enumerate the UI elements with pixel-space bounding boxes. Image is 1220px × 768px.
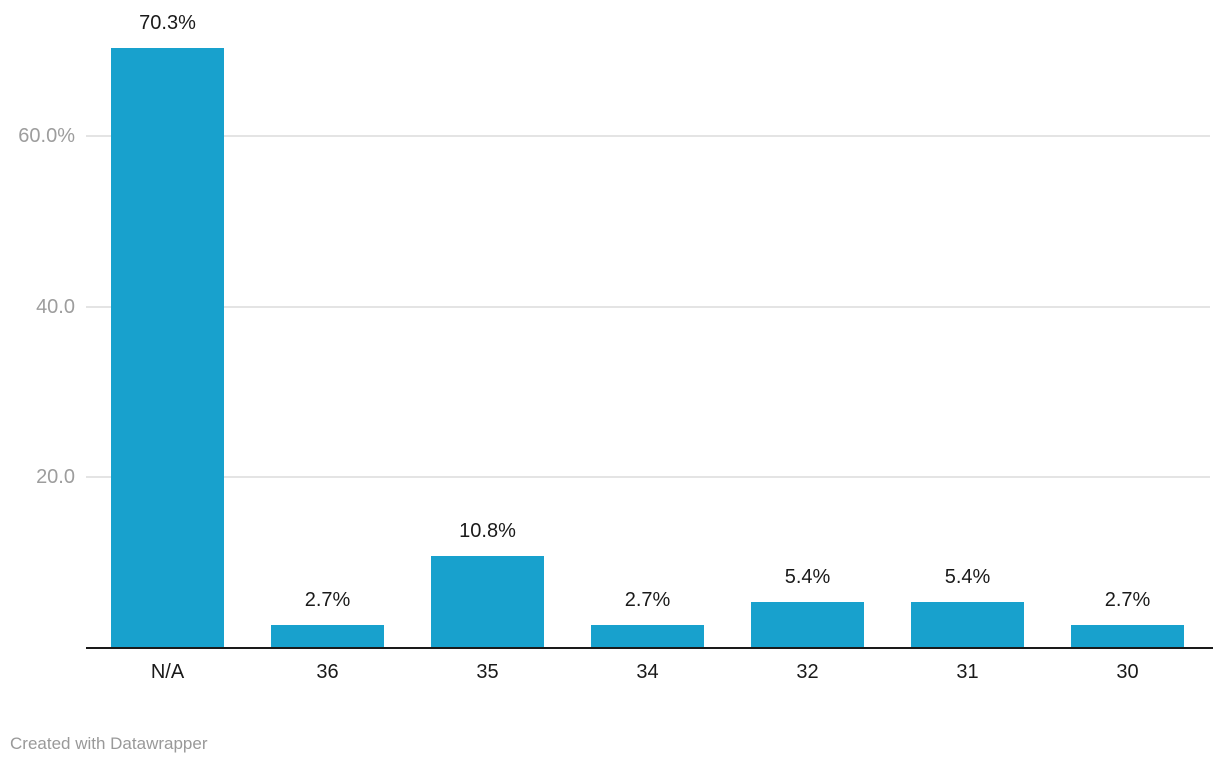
bar-32 <box>751 602 864 648</box>
bar-value-label: 2.7% <box>304 589 351 611</box>
x-tick-label: 32 <box>796 661 819 683</box>
bar-30 <box>1071 625 1184 648</box>
y-gridline <box>86 305 1210 308</box>
x-tick-label: 31 <box>956 661 979 683</box>
y-tick-label: 40.0 <box>36 295 75 318</box>
x-tick-label: 35 <box>476 661 499 683</box>
y-tick-label: 60.0% <box>18 124 75 147</box>
x-axis-baseline <box>86 647 1213 649</box>
bar-value-label: 5.4% <box>784 566 831 588</box>
x-tick-label: N/A <box>150 661 185 683</box>
y-gridline <box>86 476 1210 479</box>
bar-value-label: 5.4% <box>944 566 991 588</box>
y-gridline <box>86 134 1210 137</box>
x-tick-label: 36 <box>316 661 339 683</box>
bar-31 <box>911 602 1024 648</box>
datawrapper-credit-link[interactable]: Created with Datawrapper <box>10 734 208 753</box>
bar-34 <box>591 625 704 648</box>
x-tick-label: 30 <box>1116 661 1139 683</box>
bar-value-label: 2.7% <box>624 589 671 611</box>
bar-35 <box>431 556 544 648</box>
x-tick-label: 34 <box>636 661 659 683</box>
bar-value-label: 70.3% <box>139 12 196 34</box>
bar-N/A <box>111 48 224 648</box>
bar-value-label: 10.8% <box>459 520 516 542</box>
bar-value-label: 2.7% <box>1104 589 1151 611</box>
bar-36 <box>271 625 384 648</box>
y-tick-label: 20.0 <box>36 466 75 489</box>
